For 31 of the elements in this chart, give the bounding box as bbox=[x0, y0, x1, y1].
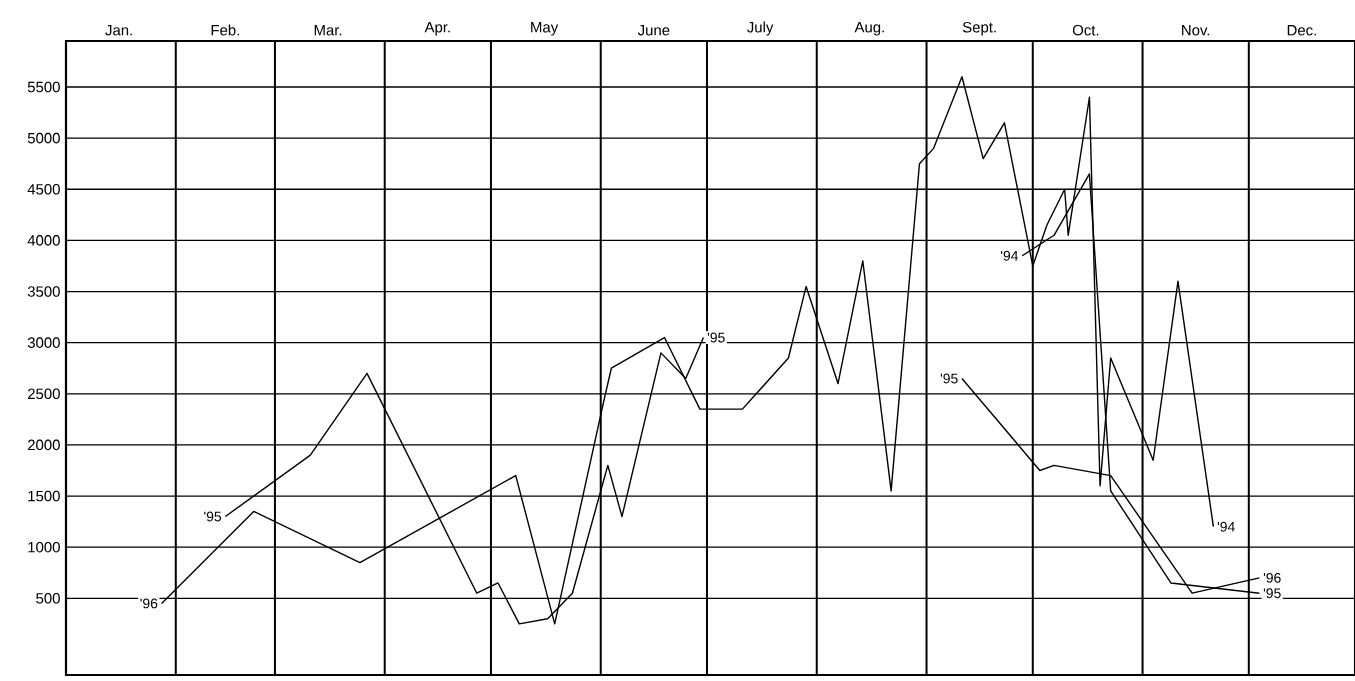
annotation: '96 bbox=[1263, 572, 1281, 583]
x-tick-label: Oct. bbox=[1072, 24, 1099, 36]
x-tick-label: Mar. bbox=[314, 25, 342, 36]
x-tick-label: June bbox=[637, 25, 670, 36]
x-tick-label: Sept. bbox=[962, 21, 996, 36]
x-tick-label: July bbox=[747, 21, 774, 36]
annotation: '95 bbox=[940, 373, 958, 384]
x-tick-label: Dec. bbox=[1287, 25, 1316, 36]
annotation: '95 bbox=[1263, 588, 1281, 599]
y-tick-label: 3500 bbox=[27, 286, 60, 297]
annotation: '95 bbox=[204, 511, 222, 522]
x-tick-label: Aug. bbox=[854, 22, 884, 36]
y-tick-label: 3000 bbox=[27, 337, 60, 348]
x-tick-label: Jan. bbox=[105, 25, 132, 36]
annotation: '95 bbox=[707, 332, 725, 343]
y-tick-label: 5500 bbox=[27, 81, 60, 93]
x-tick-label: Nov. bbox=[1182, 25, 1210, 36]
x-tick-label: Feb. bbox=[211, 24, 239, 36]
x-tick-label: May bbox=[531, 22, 559, 36]
annotation: '94 bbox=[1217, 521, 1235, 532]
annotation: '94 bbox=[1000, 250, 1019, 261]
y-tick-label: 2000 bbox=[27, 439, 60, 451]
y-tick-label: 4000 bbox=[27, 235, 60, 246]
y-tick-label: 1000 bbox=[28, 541, 60, 553]
y-tick-label: 1500 bbox=[28, 490, 60, 502]
y-tick-label: 4500 bbox=[27, 183, 60, 195]
y-tick-label: 5000 bbox=[27, 132, 60, 144]
annotation: '96 bbox=[140, 598, 158, 609]
x-tick-label: Apr. bbox=[424, 22, 450, 36]
y-tick-label: 500 bbox=[36, 593, 60, 604]
y-tick-label: 2500 bbox=[27, 388, 60, 400]
